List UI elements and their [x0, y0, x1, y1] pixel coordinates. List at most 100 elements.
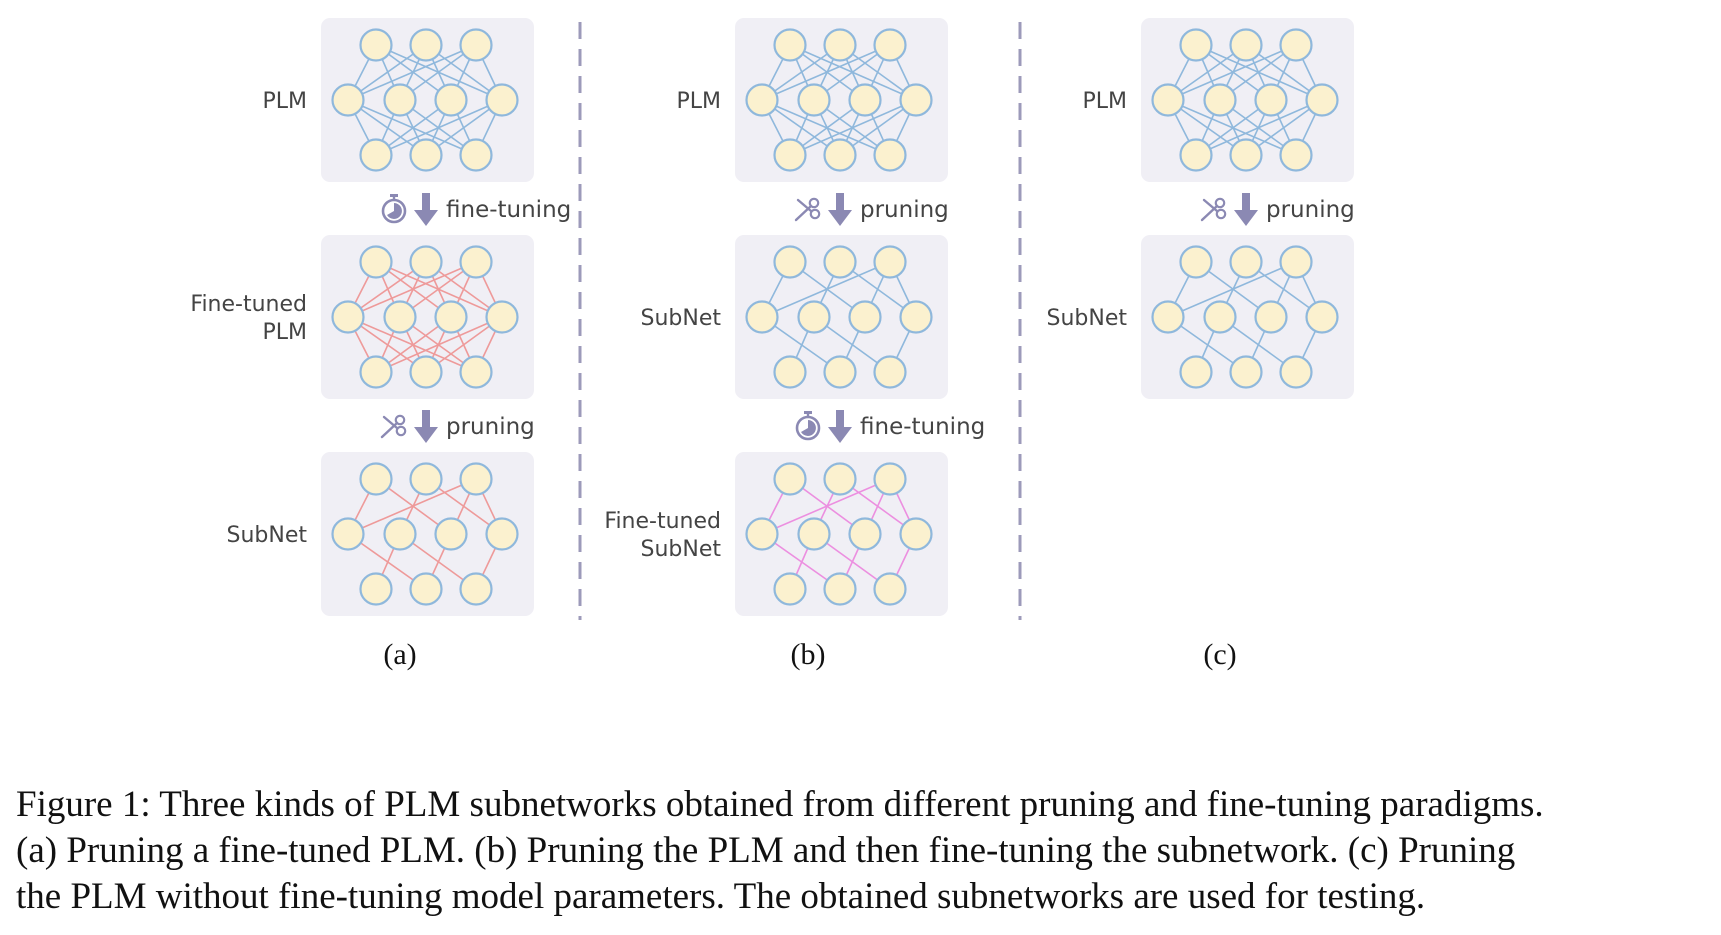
- network-node: [745, 83, 779, 117]
- caption-line-2: (a) Pruning a fine-tuned PLM. (b) Prunin…: [16, 830, 1516, 871]
- network-node: [773, 28, 807, 62]
- down-arrow-icon: [414, 210, 438, 226]
- network-node: [434, 83, 468, 117]
- network-node: [459, 138, 493, 172]
- network-node: [899, 517, 933, 551]
- network-node: [823, 28, 857, 62]
- down-arrow-icon: [828, 427, 852, 443]
- down-arrow-icon: [414, 427, 438, 443]
- arrow-shaft: [422, 193, 430, 211]
- caption-line-3: the PLM without fine-tuning model parame…: [16, 876, 1426, 917]
- step-label: pruning: [446, 414, 535, 440]
- block-label: SubNet: [227, 523, 308, 548]
- network-node: [1254, 300, 1288, 334]
- network-edge: [347, 478, 477, 535]
- network-node: [773, 462, 807, 496]
- network-block: [735, 18, 948, 182]
- caption-line-1: Figure 1: Three kinds of PLM subnetworks…: [16, 784, 1544, 825]
- panel-b: PLM SubNet Fine-tuned SubNet pruning fine-tun…: [604, 18, 985, 671]
- network-node: [1229, 355, 1263, 389]
- network-edge: [347, 261, 477, 318]
- network-block: [735, 235, 948, 399]
- network-node: [1254, 83, 1288, 117]
- network-node: [434, 300, 468, 334]
- network-node: [359, 462, 393, 496]
- network-node: [823, 572, 857, 606]
- network-edge: [761, 261, 891, 318]
- network-node: [1279, 28, 1313, 62]
- network-node: [873, 572, 907, 606]
- network-node: [873, 355, 907, 389]
- network-node: [773, 138, 807, 172]
- network-node: [773, 245, 807, 279]
- panel-label: (c): [1203, 638, 1236, 671]
- network-block: [735, 452, 948, 616]
- network-node: [331, 300, 365, 334]
- network-edge: [761, 44, 891, 101]
- panel-label: (a): [383, 638, 416, 671]
- network-node: [1179, 28, 1213, 62]
- network-node: [434, 517, 468, 551]
- network-block: [321, 18, 534, 182]
- block-label: SubNet: [1047, 306, 1128, 331]
- network-node: [823, 138, 857, 172]
- transition-step: pruning: [380, 410, 535, 443]
- network-node: [848, 83, 882, 117]
- network-node: [459, 462, 493, 496]
- network-edge: [1167, 44, 1297, 101]
- network-node: [1305, 83, 1339, 117]
- step-label: fine-tuning: [860, 414, 985, 440]
- network-node: [409, 355, 443, 389]
- network-node: [873, 138, 907, 172]
- block-label: PLM: [262, 89, 307, 114]
- step-label: pruning: [1266, 197, 1355, 223]
- network-node: [409, 28, 443, 62]
- block-label: Fine-tuned: [190, 292, 307, 317]
- network-node: [745, 517, 779, 551]
- panel-c: PLM SubNet pruning (c): [1047, 18, 1355, 671]
- network-node: [899, 83, 933, 117]
- stopwatch-icon: [795, 411, 821, 441]
- network-node: [848, 300, 882, 334]
- network-edge: [347, 44, 477, 101]
- network-node: [383, 300, 417, 334]
- network-node: [459, 572, 493, 606]
- network-node: [1279, 245, 1313, 279]
- network-node: [409, 572, 443, 606]
- network-node: [823, 355, 857, 389]
- network-node: [797, 83, 831, 117]
- block-label: PLM: [676, 89, 721, 114]
- step-label: fine-tuning: [446, 197, 571, 223]
- network-node: [797, 517, 831, 551]
- network-node: [359, 355, 393, 389]
- network-node: [331, 517, 365, 551]
- network-node: [485, 300, 519, 334]
- network-node: [873, 245, 907, 279]
- network-edge: [761, 478, 891, 535]
- network-node: [899, 300, 933, 334]
- network-node: [459, 355, 493, 389]
- network-node: [359, 572, 393, 606]
- network-node: [409, 462, 443, 496]
- arrow-shaft: [1242, 193, 1250, 211]
- network-block: [321, 235, 534, 399]
- network-node: [459, 245, 493, 279]
- scissors-icon: [380, 414, 407, 439]
- network-node: [383, 83, 417, 117]
- network-node: [1229, 245, 1263, 279]
- network-node: [1179, 245, 1213, 279]
- network-node: [745, 300, 779, 334]
- scissors-icon: [1200, 197, 1227, 222]
- network-node: [359, 245, 393, 279]
- network-node: [823, 245, 857, 279]
- network-edge: [347, 316, 477, 373]
- transition-step: pruning: [794, 193, 949, 226]
- network-node: [873, 462, 907, 496]
- network-node: [848, 517, 882, 551]
- network-node: [1203, 300, 1237, 334]
- network-node: [1151, 83, 1185, 117]
- network-edge: [1167, 261, 1297, 318]
- network-node: [1229, 138, 1263, 172]
- network-node: [1279, 138, 1313, 172]
- network-node: [383, 517, 417, 551]
